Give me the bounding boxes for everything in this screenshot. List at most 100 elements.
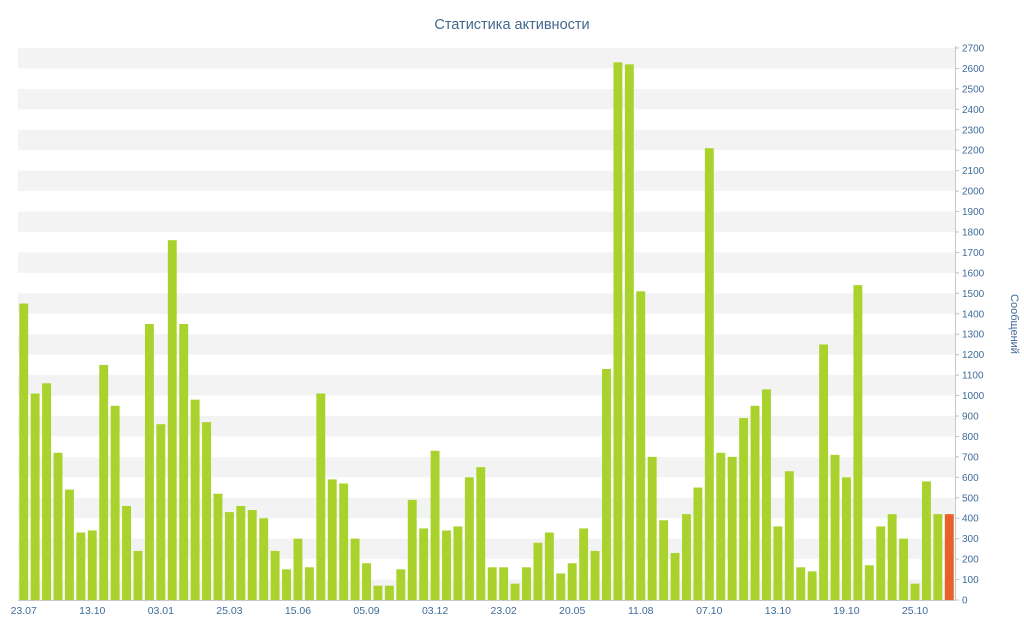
bar[interactable]: [190, 399, 200, 600]
bar-highlight[interactable]: [944, 514, 954, 600]
bar[interactable]: [807, 571, 817, 600]
bar[interactable]: [841, 477, 851, 600]
x-tick-label: 20.05: [559, 605, 585, 617]
bar[interactable]: [750, 405, 760, 600]
bar[interactable]: [704, 148, 714, 600]
bar[interactable]: [442, 530, 451, 600]
bar[interactable]: [876, 526, 886, 600]
bar[interactable]: [522, 567, 531, 600]
bar[interactable]: [213, 493, 223, 600]
bar[interactable]: [316, 393, 326, 600]
bar[interactable]: [179, 324, 189, 600]
bar[interactable]: [693, 487, 703, 600]
y-tick-label: 2000: [962, 187, 985, 198]
y-tick-label: 200: [962, 555, 979, 566]
bar[interactable]: [864, 565, 874, 600]
bar[interactable]: [544, 532, 554, 600]
bar[interactable]: [293, 538, 303, 600]
y-tick-label: 1400: [962, 309, 985, 320]
grid-band: [18, 334, 955, 355]
bar[interactable]: [42, 383, 52, 600]
bar[interactable]: [830, 454, 840, 600]
bar[interactable]: [362, 563, 371, 600]
bar[interactable]: [167, 240, 177, 600]
bar[interactable]: [133, 550, 143, 600]
bar[interactable]: [53, 452, 63, 600]
bar[interactable]: [773, 526, 783, 600]
bar[interactable]: [236, 505, 246, 600]
bar[interactable]: [156, 424, 166, 600]
bar[interactable]: [579, 528, 589, 600]
bar[interactable]: [682, 514, 691, 600]
bar[interactable]: [647, 456, 657, 600]
bar[interactable]: [76, 532, 86, 600]
bar[interactable]: [887, 514, 897, 600]
bar[interactable]: [396, 569, 406, 600]
bar[interactable]: [247, 510, 257, 600]
bar[interactable]: [533, 542, 543, 600]
grid-band: [18, 375, 955, 396]
bar[interactable]: [144, 324, 154, 600]
bar[interactable]: [819, 344, 829, 600]
bar[interactable]: [590, 550, 600, 600]
bar[interactable]: [933, 514, 943, 600]
bar[interactable]: [899, 538, 909, 600]
bar[interactable]: [921, 481, 931, 600]
y-tick-label: 600: [962, 473, 979, 484]
grid-band: [18, 88, 955, 110]
bar[interactable]: [716, 452, 726, 600]
bar[interactable]: [853, 285, 863, 600]
bar[interactable]: [499, 567, 509, 600]
bar[interactable]: [624, 64, 634, 601]
x-tick-label: 03.12: [422, 605, 448, 617]
bar[interactable]: [430, 450, 440, 600]
bar[interactable]: [259, 518, 269, 600]
bars-group: [19, 62, 954, 601]
x-tick-label: 11.08: [628, 605, 654, 617]
x-axis: 23.07 13.10 03.01 25.03 15.06 05.09 03.12 23.02…: [11, 600, 955, 617]
bar[interactable]: [202, 422, 211, 600]
x-tick-label: 05.09: [353, 605, 379, 617]
bar[interactable]: [602, 368, 611, 600]
bar[interactable]: [224, 512, 234, 600]
bar[interactable]: [339, 483, 349, 600]
bar[interactable]: [567, 563, 577, 600]
bar[interactable]: [670, 552, 680, 600]
bar[interactable]: [739, 418, 749, 600]
bar[interactable]: [419, 528, 429, 600]
bar[interactable]: [784, 471, 794, 600]
bar[interactable]: [110, 405, 120, 600]
bar[interactable]: [796, 567, 806, 600]
bar[interactable]: [122, 505, 132, 600]
bar[interactable]: [282, 569, 291, 600]
bar[interactable]: [636, 291, 646, 600]
bar[interactable]: [510, 583, 520, 600]
bar[interactable]: [384, 585, 394, 600]
bar[interactable]: [30, 393, 40, 600]
bar[interactable]: [762, 389, 771, 600]
bar[interactable]: [556, 573, 566, 600]
bar[interactable]: [327, 479, 337, 600]
y-tick-label: 700: [962, 452, 979, 463]
bar[interactable]: [659, 520, 669, 600]
bar[interactable]: [453, 526, 463, 600]
bar[interactable]: [270, 550, 280, 600]
bar[interactable]: [910, 583, 920, 600]
bar[interactable]: [613, 62, 623, 601]
x-tick-label: 25.10: [902, 605, 928, 617]
bar[interactable]: [373, 585, 383, 600]
y-axis: 0 100 200 300 400 500 600 700 800 900 1000 1100 1200…: [955, 44, 985, 607]
bar[interactable]: [487, 567, 497, 600]
bar[interactable]: [727, 456, 737, 600]
bar[interactable]: [19, 303, 29, 600]
bar[interactable]: [476, 467, 486, 600]
bar[interactable]: [350, 538, 360, 600]
bar[interactable]: [99, 364, 109, 600]
bar[interactable]: [87, 530, 97, 600]
bar[interactable]: [464, 477, 474, 600]
bar[interactable]: [304, 567, 314, 600]
bar[interactable]: [407, 499, 417, 600]
x-tick-label: 23.02: [490, 605, 516, 617]
bar[interactable]: [64, 489, 74, 600]
